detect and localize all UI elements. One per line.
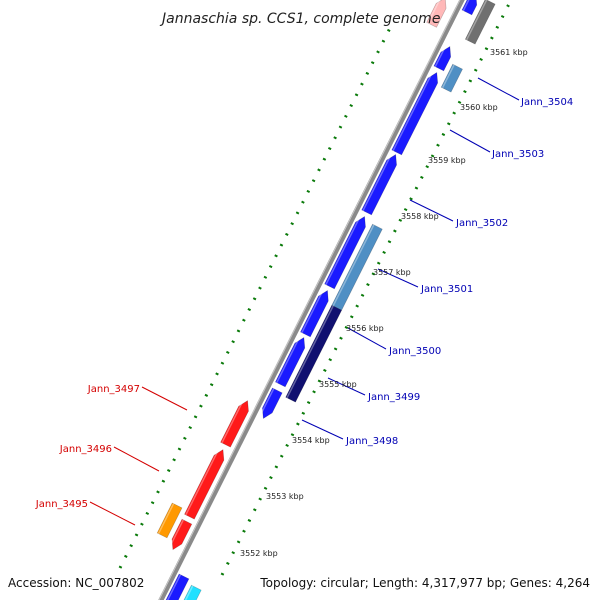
label-connector <box>377 268 419 288</box>
tick-label: 3554 kbp <box>292 436 330 445</box>
gene-forward-arrow <box>361 153 397 216</box>
gene-label-jann_3500: Jann_3500 <box>388 346 441 357</box>
gene-label-jann_3499: Jann_3499 <box>367 392 420 403</box>
arrow-sheen <box>434 44 447 68</box>
tick-label: 3561 kbp <box>490 48 528 57</box>
tick-label: 3556 kbp <box>346 324 384 333</box>
gene-orange-arrow <box>156 502 183 539</box>
gene-reverse-arrow <box>184 449 225 520</box>
arrow-sheen <box>168 519 185 549</box>
gene-pink-arrow <box>426 0 447 28</box>
gene-cyan-arrow <box>183 584 202 600</box>
gene-label-jann_3502: Jann_3502 <box>455 218 508 229</box>
gene-forward-arrow <box>165 573 190 600</box>
gene-reverse-arrow <box>220 400 249 448</box>
tick-label: 3560 kbp <box>460 103 498 112</box>
arrow-sheen <box>427 0 441 24</box>
gene-label-jann_3497: Jann_3497 <box>87 384 140 395</box>
gene-forward-arrow <box>324 215 366 290</box>
label-connector <box>477 77 520 101</box>
label-connector <box>89 501 136 526</box>
topology-text: Topology: circular; Length: 4,317,977 bp… <box>260 576 590 590</box>
tick-label: 3553 kbp <box>266 492 304 501</box>
arrow-sheen <box>392 70 434 152</box>
gene-label-jann_3498: Jann_3498 <box>345 436 398 447</box>
gene-label-jann_3503: Jann_3503 <box>491 149 544 160</box>
arrow-sheen <box>462 0 470 12</box>
gene-forward-arrow <box>274 336 306 388</box>
gene-gray-arrow <box>464 0 496 45</box>
genome-backbone <box>158 0 465 600</box>
gene-label-jann_3504: Jann_3504 <box>520 97 573 108</box>
arrow-sheen <box>184 585 194 600</box>
tick-label: 3555 kbp <box>319 380 357 389</box>
arrow-sheen <box>362 152 393 212</box>
tick-label: 3557 kbp <box>373 268 411 277</box>
gene-label-jann_3501: Jann_3501 <box>420 284 473 295</box>
label-connector <box>449 129 491 153</box>
arrow-sheen <box>185 447 221 516</box>
arrow-sheen <box>325 214 362 286</box>
map-title: Jannaschia sp. CCS1, complete genome <box>159 11 440 27</box>
gene-forward-arrow <box>300 289 329 338</box>
gene-labels: Jann_3504 Jann_3503 Jann_3502 Jann_3501 Jann… <box>35 97 573 510</box>
tick-label: 3552 kbp <box>240 549 278 558</box>
arrow-sheen <box>301 288 325 334</box>
gene-forward-arrow <box>433 45 452 72</box>
gene-forward-arrow <box>391 71 439 156</box>
gene-reverse-arrow <box>171 518 193 551</box>
arrow-sheen <box>286 305 334 399</box>
arrow-sheen <box>332 224 375 307</box>
tick-dotted-track <box>220 0 513 576</box>
gene-label-jann_3496: Jann_3496 <box>59 444 112 455</box>
label-connector <box>141 386 188 411</box>
label-connector <box>113 446 160 472</box>
outer-dotted-track <box>118 27 392 569</box>
tick-labels: 3552 kbp 3553 kbp 3554 kbp 3555 kbp 3556 kbp… <box>240 48 528 558</box>
genome-backbone-highlight <box>158 0 461 600</box>
label-connectors <box>89 77 520 526</box>
accession-text: Accession: NC_007802 <box>8 576 145 590</box>
arrow-sheen <box>276 335 301 384</box>
arrow-sheen <box>465 0 488 41</box>
gene-steelblue-arrow <box>331 223 383 311</box>
label-connector <box>409 199 454 222</box>
arrow-sheen <box>441 64 455 89</box>
arrow-sheen <box>166 574 182 600</box>
label-connector <box>347 327 387 350</box>
label-connector <box>301 419 344 440</box>
tick-label: 3558 kbp <box>401 212 439 221</box>
arrow-sheen <box>221 398 245 444</box>
label-connector <box>327 377 366 396</box>
tick-label: 3559 kbp <box>428 156 466 165</box>
gene-forward-arrow <box>461 0 478 16</box>
gene-steelblue-arrow <box>440 63 463 93</box>
gene-forward-arrow <box>262 387 283 420</box>
arrow-sheen <box>157 503 175 534</box>
gene-features <box>156 0 496 600</box>
arrow-sheen <box>259 388 275 418</box>
gene-label-jann_3495: Jann_3495 <box>35 499 88 510</box>
